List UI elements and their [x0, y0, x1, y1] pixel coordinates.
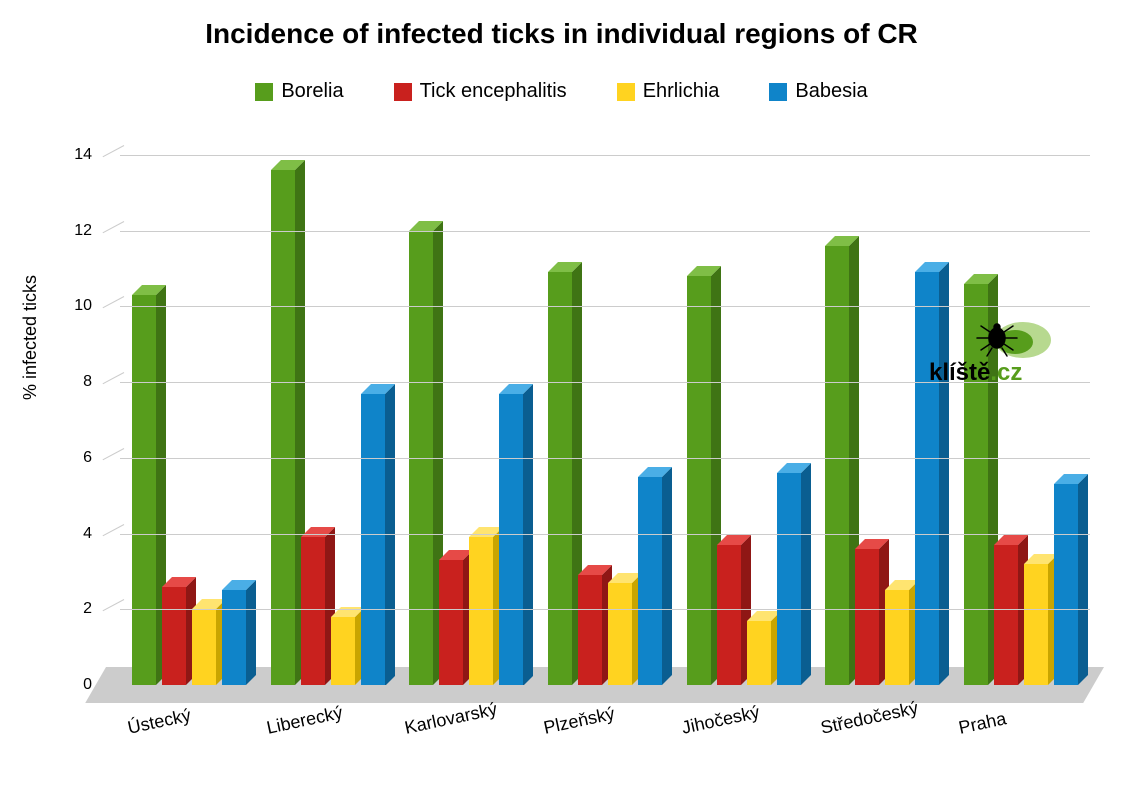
bar-front	[1024, 564, 1048, 685]
bar	[439, 560, 463, 685]
legend-swatch	[394, 83, 412, 101]
logo-text: klíště.cz	[929, 359, 1022, 386]
plot-area: 02468101214 klíště.cz	[120, 155, 1090, 685]
y-axis-label: % infected ticks	[20, 275, 41, 400]
y-tick-label: 4	[83, 525, 92, 543]
legend-item: Tick encephalitis	[394, 80, 567, 103]
bar-front	[994, 545, 1018, 685]
bar-front	[301, 537, 325, 685]
bar	[994, 545, 1018, 685]
bar	[162, 587, 186, 685]
x-axis-label: Karlovarský	[403, 699, 499, 739]
legend-item: Babesia	[769, 80, 867, 103]
y-tick-label: 0	[83, 676, 92, 694]
gridline	[120, 685, 1090, 686]
bar	[1024, 564, 1048, 685]
bar	[499, 394, 523, 686]
bar	[548, 272, 572, 685]
legend-item: Ehrlichia	[617, 80, 720, 103]
bar	[717, 545, 741, 685]
y-tick-label: 2	[83, 600, 92, 618]
bar-front	[132, 295, 156, 685]
logo: klíště.cz	[915, 320, 1055, 390]
bar	[361, 394, 385, 686]
bar	[747, 621, 771, 685]
bar-front	[855, 549, 879, 685]
bar-side	[801, 463, 811, 685]
legend-swatch	[769, 83, 787, 101]
bar-front	[162, 587, 186, 685]
legend-label: Tick encephalitis	[420, 80, 567, 103]
legend-label: Babesia	[795, 80, 867, 103]
bar-front	[222, 590, 246, 685]
bar	[1054, 484, 1078, 685]
y-tick-label: 12	[74, 222, 92, 240]
bar	[855, 549, 879, 685]
gridline	[120, 231, 1090, 232]
legend-swatch	[255, 83, 273, 101]
x-axis-label: Ústecký	[126, 705, 193, 739]
bar-front	[825, 246, 849, 685]
y-tick-label: 10	[74, 297, 92, 315]
gridline	[120, 155, 1090, 156]
bar-side	[662, 467, 672, 685]
logo-text-black: klíště	[929, 359, 990, 386]
y-tick-label: 8	[83, 373, 92, 391]
bar-side	[1078, 474, 1088, 685]
x-axis-label: Jihočeský	[680, 702, 762, 739]
chart-title: Incidence of infected ticks in individua…	[0, 18, 1123, 50]
bar-front	[439, 560, 463, 685]
bar-front	[469, 537, 493, 685]
legend-swatch	[617, 83, 635, 101]
legend-item: Borelia	[255, 80, 343, 103]
grid-and-bars: 02468101214	[120, 155, 1090, 685]
bar	[608, 583, 632, 685]
bar	[825, 246, 849, 685]
bar	[469, 537, 493, 685]
bar	[271, 170, 295, 685]
bar-front	[608, 583, 632, 685]
bar-front	[548, 272, 572, 685]
bar	[331, 617, 355, 685]
bar	[192, 609, 216, 685]
bar	[132, 295, 156, 685]
bar-front	[192, 609, 216, 685]
bar	[885, 590, 909, 685]
x-axis-label: Praha	[957, 708, 1008, 739]
x-axis-label: Plzeňský	[542, 703, 617, 739]
y-tick-label: 6	[83, 449, 92, 467]
bar-front	[361, 394, 385, 686]
bar-front	[271, 170, 295, 685]
bar-front	[499, 394, 523, 686]
x-axis-labels: Ústecký Liberecký Karlovarský Plzeňský Jihoč…	[120, 700, 1090, 760]
bar-front	[638, 477, 662, 685]
gridline	[120, 534, 1090, 535]
bar	[638, 477, 662, 685]
bar-front	[717, 545, 741, 685]
bar-front	[777, 473, 801, 685]
bar	[301, 537, 325, 685]
y-tick-label: 14	[74, 146, 92, 164]
bar	[687, 276, 711, 685]
x-axis-label: Středočeský	[819, 698, 920, 739]
x-axis-label: Liberecký	[264, 702, 344, 739]
legend-label: Ehrlichia	[643, 80, 720, 103]
bar-front	[578, 575, 602, 685]
bar-front	[747, 621, 771, 685]
bar-front	[687, 276, 711, 685]
bar	[578, 575, 602, 685]
bar-front	[331, 617, 355, 685]
gridline	[120, 609, 1090, 610]
bar-side	[246, 580, 256, 685]
bar	[222, 590, 246, 685]
bar-front	[885, 590, 909, 685]
legend-label: Borelia	[281, 80, 343, 103]
logo-text-green: .cz	[990, 359, 1022, 386]
gridline	[120, 306, 1090, 307]
bar	[777, 473, 801, 685]
gridline	[120, 458, 1090, 459]
legend: Borelia Tick encephalitis Ehrlichia Babesia	[0, 80, 1123, 103]
bar-front	[1054, 484, 1078, 685]
